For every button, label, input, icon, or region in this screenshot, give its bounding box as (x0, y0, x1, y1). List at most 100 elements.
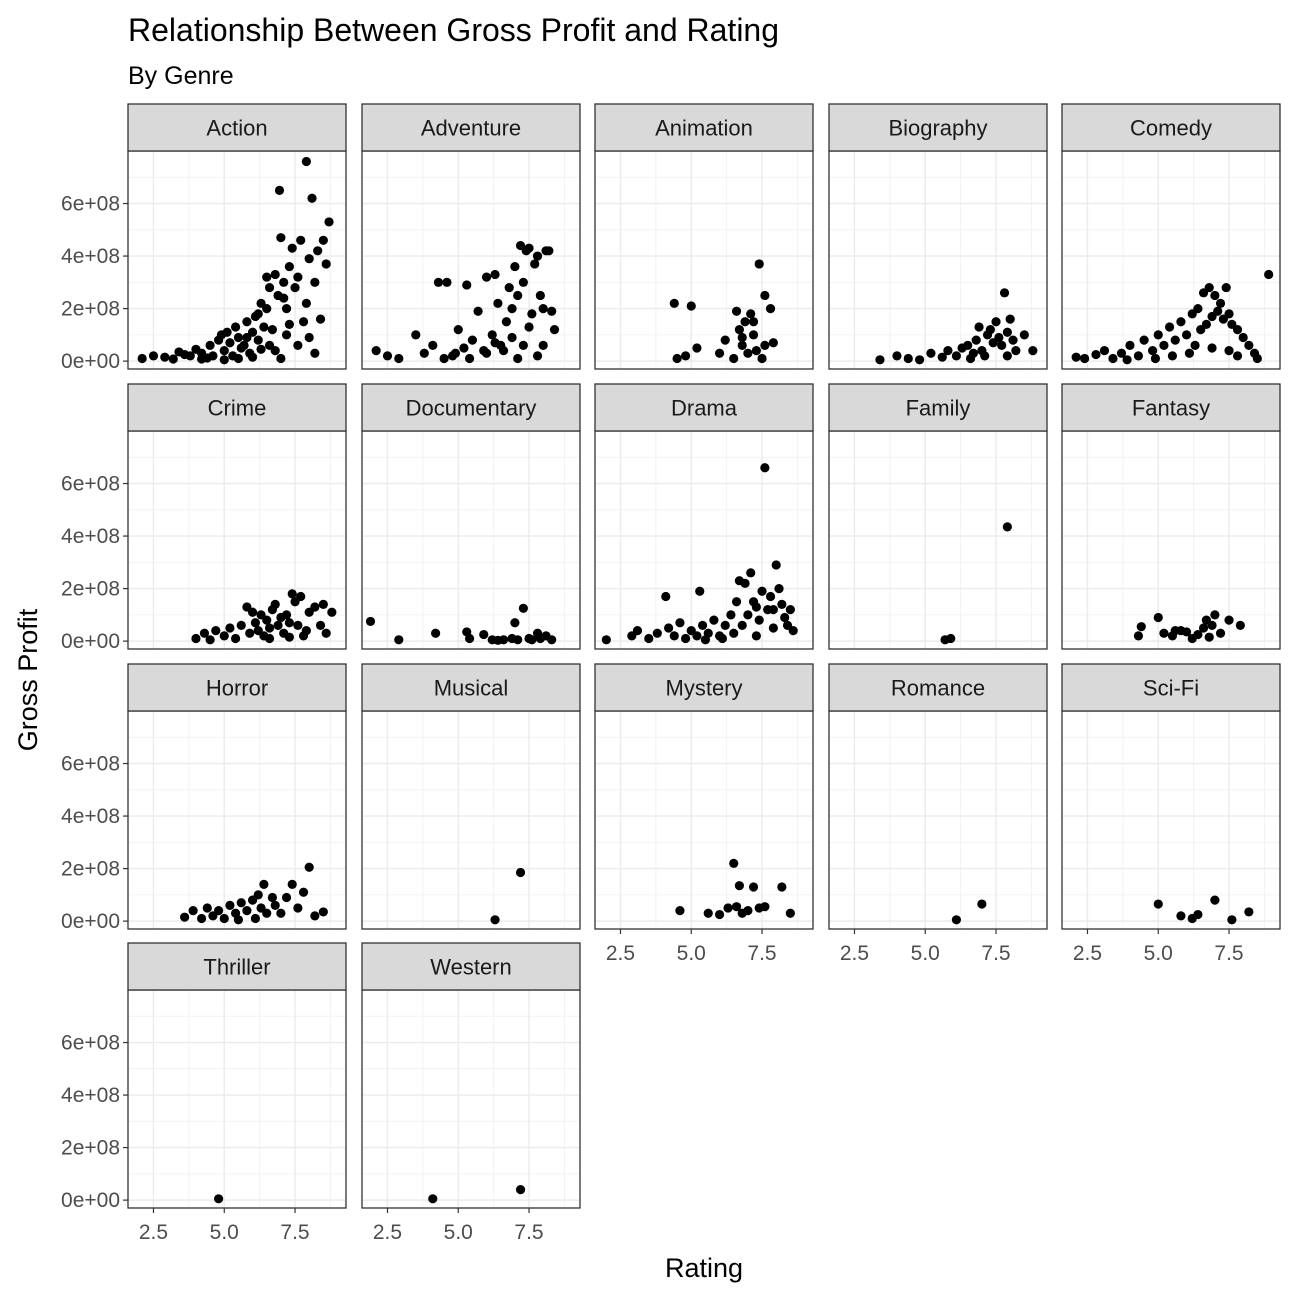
data-point (464, 633, 475, 644)
data-point (1002, 351, 1012, 361)
data-point (527, 635, 537, 645)
data-point (262, 908, 272, 918)
panel-background (128, 990, 346, 1208)
data-point (1167, 351, 1178, 361)
data-point (1150, 353, 1161, 364)
data-point (1244, 907, 1254, 917)
data-point (1227, 915, 1237, 925)
data-point (765, 303, 776, 314)
data-point (782, 620, 793, 630)
data-point (242, 317, 252, 327)
data-point (137, 353, 147, 364)
data-point (1235, 620, 1245, 630)
data-point (321, 259, 331, 269)
data-point (1002, 522, 1012, 532)
data-point (233, 353, 244, 364)
data-point (219, 355, 229, 365)
data-point (267, 325, 277, 335)
data-point (946, 633, 956, 644)
data-point (1184, 348, 1195, 358)
data-point (1210, 610, 1220, 620)
data-point (926, 348, 936, 358)
data-point (250, 913, 261, 924)
data-point (270, 269, 280, 280)
data-point (327, 607, 337, 617)
data-point (253, 890, 263, 900)
facet-crime: Crime 0e+00 2e+08 4e+08 6e+08 (61, 383, 347, 653)
data-point (1176, 911, 1186, 921)
data-point (1176, 317, 1186, 327)
facet-strip (1061, 103, 1281, 152)
data-point (284, 319, 294, 329)
facet-strip (361, 663, 581, 712)
panel-background (128, 431, 346, 649)
facet-strip-label: Biography (888, 116, 987, 141)
data-point (450, 348, 461, 358)
data-point (1193, 909, 1203, 920)
data-point (697, 620, 708, 630)
data-point (160, 352, 170, 362)
data-point (740, 578, 750, 588)
data-point (247, 607, 258, 617)
data-point (321, 628, 331, 638)
data-point (1002, 327, 1012, 337)
facet-strip (594, 103, 814, 152)
data-point (524, 243, 534, 253)
data-point (296, 591, 306, 602)
data-point (279, 277, 289, 287)
facet-strip (361, 383, 581, 432)
data-point (479, 629, 489, 640)
data-point (1210, 290, 1220, 301)
chart-title: Relationship Between Gross Profit and Ra… (128, 12, 779, 48)
data-point (1005, 314, 1015, 324)
facet-strip-label: Action (206, 116, 267, 141)
data-point (518, 340, 528, 350)
data-point (914, 355, 925, 365)
data-point (510, 261, 520, 272)
data-point (768, 338, 778, 348)
data-point (459, 343, 469, 353)
data-point (549, 325, 560, 335)
facet-strip (127, 942, 347, 991)
data-point (411, 330, 421, 340)
data-point (318, 599, 328, 609)
x-tick-label: 7.5 (747, 942, 776, 965)
facet-strip-label: Animation (655, 116, 753, 141)
data-point (462, 280, 472, 290)
data-point (751, 602, 761, 612)
data-point (510, 618, 520, 628)
data-point (1232, 325, 1243, 335)
data-point (310, 348, 320, 358)
facet-strip (127, 663, 347, 712)
data-point (250, 618, 261, 628)
data-point (1221, 282, 1231, 293)
x-tick-label: 5.0 (444, 1221, 473, 1244)
facet-biography: Biography (828, 103, 1048, 370)
facet-strip (361, 103, 581, 152)
data-point (1108, 353, 1118, 364)
data-point (1238, 332, 1248, 343)
data-point (205, 340, 215, 350)
data-point (498, 346, 509, 356)
data-point (439, 353, 449, 364)
facet-strip (594, 663, 814, 712)
data-point (318, 907, 328, 917)
data-point (903, 353, 913, 364)
facet-sci-fi: Sci-Fi 2.5 5.0 7.5 (1061, 663, 1281, 965)
data-point (276, 908, 286, 918)
data-point (695, 586, 705, 596)
data-point (760, 290, 770, 301)
data-point (1181, 627, 1192, 637)
data-point (264, 623, 275, 633)
facet-strip-label: Western (430, 955, 512, 980)
data-point (1213, 306, 1223, 316)
data-point (304, 254, 314, 264)
data-point (264, 633, 275, 644)
data-point (743, 610, 753, 620)
data-point (274, 185, 285, 195)
data-point (259, 879, 269, 889)
panel-background (829, 711, 1047, 929)
data-point (538, 303, 548, 314)
data-point (270, 599, 280, 609)
x-tick-label: 2.5 (840, 942, 869, 965)
